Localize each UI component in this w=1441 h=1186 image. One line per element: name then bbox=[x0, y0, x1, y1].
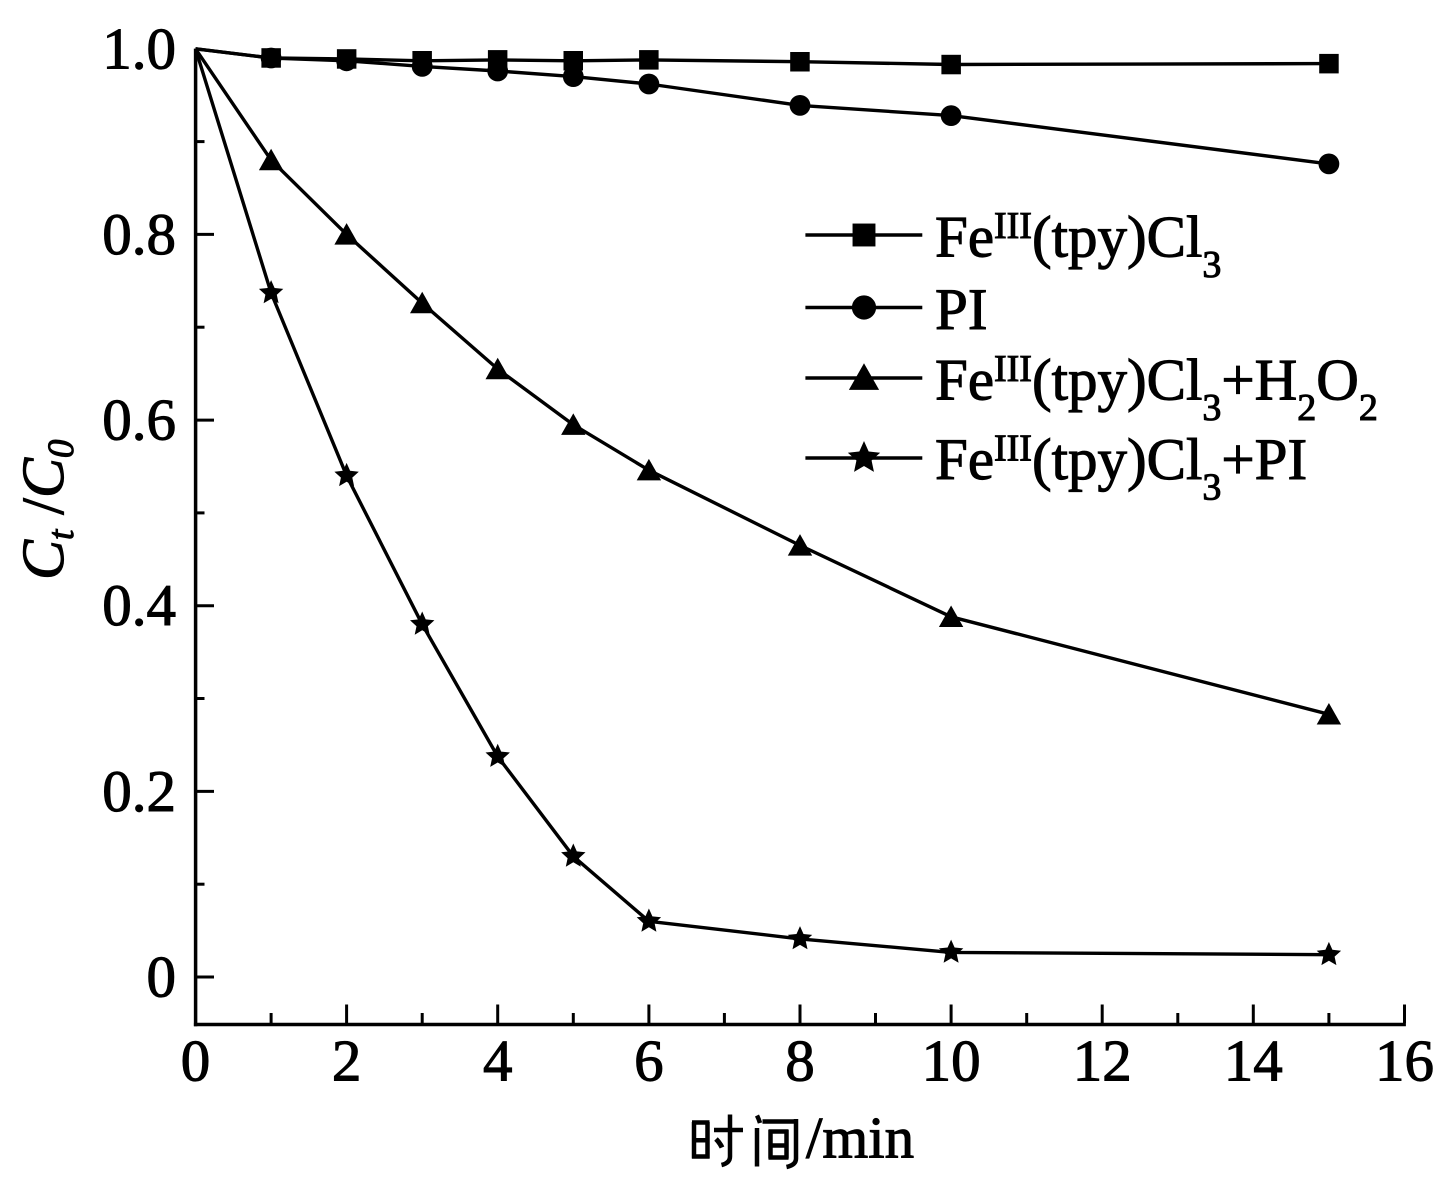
svg-text:10: 10 bbox=[922, 1028, 981, 1094]
svg-text:4: 4 bbox=[483, 1028, 513, 1094]
svg-text:8: 8 bbox=[785, 1028, 815, 1094]
svg-text:Ct /C0: Ct /C0 bbox=[10, 439, 82, 580]
svg-text:0.6: 0.6 bbox=[102, 387, 176, 453]
svg-text:14: 14 bbox=[1224, 1028, 1283, 1094]
svg-text:16: 16 bbox=[1375, 1028, 1434, 1094]
svg-text:0: 0 bbox=[147, 944, 177, 1010]
svg-text:FeIII(tpy)Cl3+PI: FeIII(tpy)Cl3+PI bbox=[935, 426, 1307, 509]
svg-text:12: 12 bbox=[1073, 1028, 1132, 1094]
svg-text:0.4: 0.4 bbox=[102, 572, 176, 638]
svg-text:0.8: 0.8 bbox=[102, 201, 176, 267]
svg-text:2: 2 bbox=[332, 1028, 362, 1094]
svg-text:/min: /min bbox=[806, 1105, 914, 1171]
svg-text:PI: PI bbox=[935, 276, 987, 342]
svg-text:6: 6 bbox=[634, 1028, 664, 1094]
svg-text:0: 0 bbox=[181, 1028, 211, 1094]
svg-text:1.0: 1.0 bbox=[102, 15, 176, 81]
svg-text:0.2: 0.2 bbox=[102, 758, 176, 824]
